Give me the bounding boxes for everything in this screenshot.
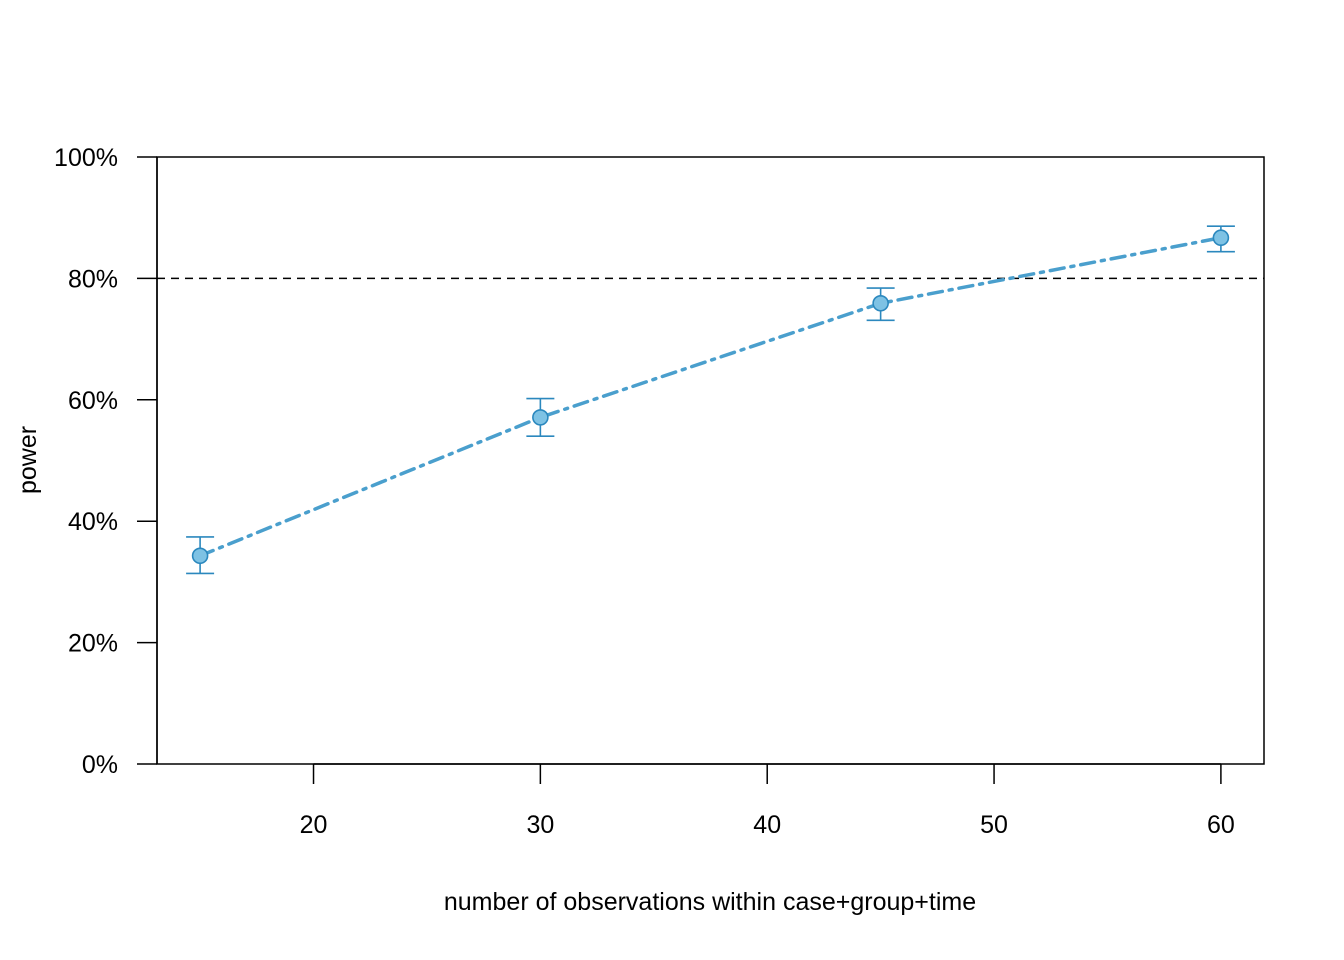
data-point (532, 409, 549, 426)
series-line (198, 235, 1223, 558)
y-tick-label: 40% (68, 508, 118, 536)
y-tick-label: 100% (54, 144, 118, 172)
series-layer (186, 225, 1235, 575)
x-tick-label: 50 (980, 811, 1008, 839)
y-tick-label: 80% (68, 265, 118, 293)
y-tick-label: 20% (68, 630, 118, 658)
y-tick-label: 60% (68, 387, 118, 415)
x-tick-label: 20 (300, 811, 328, 839)
x-axis: 20 30 40 50 60 (300, 763, 1235, 839)
data-point (1212, 229, 1230, 247)
y-tick-label: 0% (82, 751, 118, 779)
x-tick-label: 60 (1207, 811, 1235, 839)
data-point (872, 294, 889, 312)
y-axis: 0% 20% 40% 60% 80% 100% (54, 144, 158, 779)
x-tick-label: 30 (526, 811, 554, 839)
plot-frame (156, 156, 1265, 765)
data-point (191, 547, 209, 565)
x-tick-label: 40 (753, 811, 781, 839)
x-axis-title: number of observations within case+group… (444, 888, 976, 916)
y-axis-title: power (14, 426, 42, 494)
